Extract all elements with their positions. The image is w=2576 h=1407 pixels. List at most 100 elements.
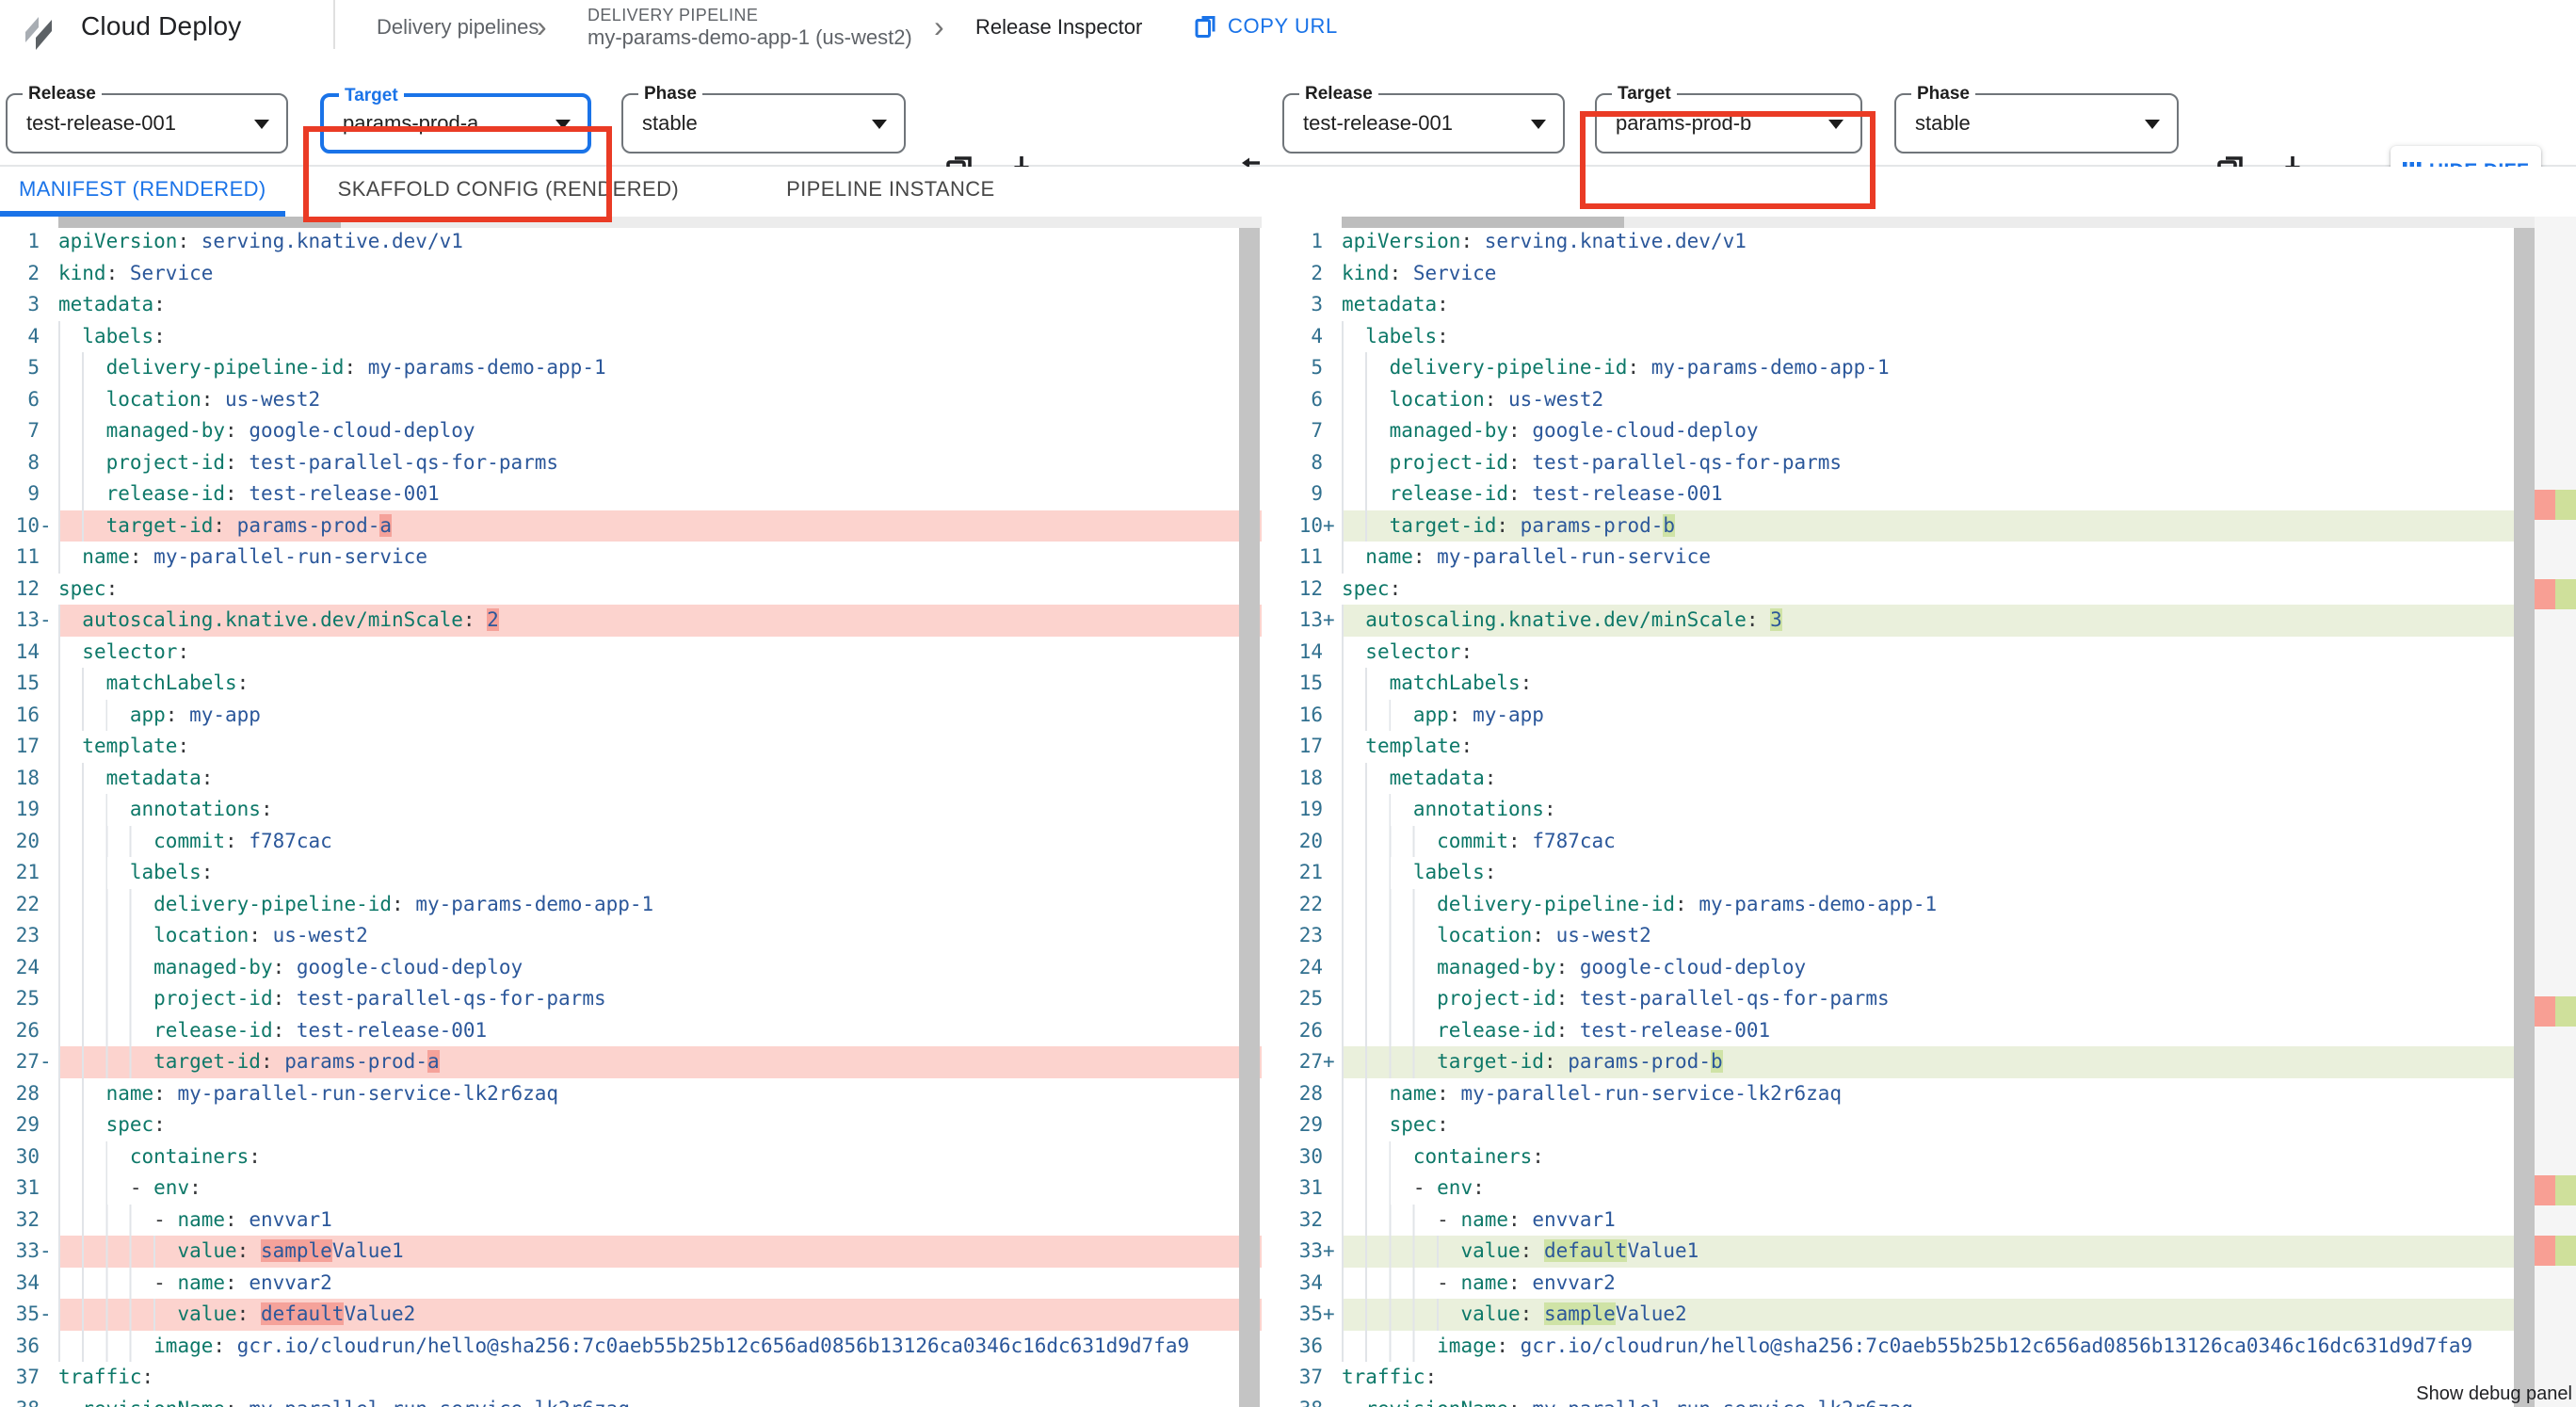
diff-ruler-mark[interactable] bbox=[2535, 1175, 2576, 1205]
code-text: location: us-west2 bbox=[58, 383, 1262, 415]
tab-pipeline-instance[interactable]: PIPELINE INSTANCE bbox=[786, 176, 995, 201]
tab-manifest-rendered[interactable]: MANIFEST (RENDERED) bbox=[0, 167, 285, 217]
code-line-29: 29 spec: bbox=[1280, 1109, 2535, 1141]
code-line-8: 8 project-id: test-parallel-qs-for-parms bbox=[1280, 446, 2535, 478]
indent-guides bbox=[58, 1109, 85, 1141]
target-select-right[interactable]: Target params-prod-b bbox=[1595, 84, 1862, 154]
breadcrumb-pipeline[interactable]: DELIVERY PIPELINE my-params-demo-app-1 (… bbox=[588, 7, 912, 48]
indent-guides bbox=[1342, 920, 1415, 952]
diff-ruler-mark[interactable] bbox=[2535, 1236, 2576, 1266]
code-text: release-id: test-release-001 bbox=[58, 1014, 1262, 1046]
diff-overview-ruler[interactable] bbox=[2535, 217, 2576, 1407]
annotation-box-left-target bbox=[303, 126, 612, 222]
code-text: annotations: bbox=[58, 794, 1262, 826]
line-number: 27- bbox=[15, 1050, 52, 1073]
copy-icon bbox=[1195, 16, 1216, 38]
copy-url-button[interactable]: COPY URL bbox=[1194, 13, 1338, 40]
code-line-9: 9 release-id: test-release-001 bbox=[1280, 478, 2535, 510]
code-line-19: 19 annotations: bbox=[1280, 794, 2535, 826]
code-line-33: 33- value: sampleValue1 bbox=[0, 1236, 1262, 1268]
line-number: 4 bbox=[27, 324, 40, 348]
code-line-2: 2 kind: Service bbox=[1280, 258, 2535, 290]
code-line-6: 6 location: us-west2 bbox=[0, 383, 1262, 415]
vertical-scrollbar-left[interactable] bbox=[1239, 228, 1260, 1407]
line-number: 35 + bbox=[1298, 1302, 1335, 1325]
diff-ruler-mark[interactable] bbox=[2535, 490, 2576, 520]
phase-select-left[interactable]: Phase stable bbox=[621, 84, 906, 154]
indent-guides bbox=[1342, 1109, 1368, 1141]
dropdown-caret-icon bbox=[1531, 120, 1546, 129]
release-select-left[interactable]: Release test-release-001 bbox=[6, 84, 288, 154]
horizontal-scrollbar-thumb[interactable] bbox=[58, 217, 341, 228]
release-select-right[interactable]: Release test-release-001 bbox=[1282, 84, 1565, 154]
line-number: 18 bbox=[1298, 766, 1323, 789]
tab-skaffold-config-rendered[interactable]: SKAFFOLD CONFIG (RENDERED) bbox=[337, 176, 680, 201]
line-number: 2 bbox=[27, 261, 40, 284]
line-number: 33- bbox=[15, 1239, 52, 1262]
line-number: 35- bbox=[15, 1302, 52, 1325]
line-number: 14 bbox=[1298, 639, 1323, 663]
code-text: target-id: params-prod-b bbox=[1342, 509, 2535, 542]
line-number: 20 bbox=[1298, 829, 1323, 852]
code-line-23: 23 location: us-west2 bbox=[1280, 920, 2535, 952]
phase-select-right[interactable]: Phase stable bbox=[1894, 84, 2179, 154]
target-select-left[interactable]: Target params-prod-a bbox=[320, 86, 591, 154]
code-text: - revisionName: my-parallel-run-service-… bbox=[1342, 1394, 2535, 1407]
indent-guides bbox=[58, 1330, 132, 1362]
line-number: 26 bbox=[1298, 1018, 1323, 1042]
release-value-right: test-release-001 bbox=[1303, 111, 1453, 135]
indent-guides bbox=[58, 857, 108, 889]
line-number: 19 bbox=[15, 798, 40, 820]
diff-ruler-mark[interactable] bbox=[2535, 996, 2576, 1027]
code-text: image: gcr.io/cloudrun/hello@sha256:7c0a… bbox=[58, 1330, 1262, 1362]
dropdown-caret-icon bbox=[254, 120, 269, 129]
line-number: 24 bbox=[15, 955, 40, 978]
show-debug-panel-link[interactable]: Show debug panel bbox=[2416, 1383, 2572, 1404]
breadcrumb-release-inspector: Release Inspector bbox=[975, 15, 1143, 39]
line-number: 19 bbox=[1298, 798, 1323, 820]
horizontal-scrollbar-thumb[interactable] bbox=[1342, 217, 1624, 228]
vertical-scrollbar-right[interactable] bbox=[2514, 228, 2535, 1407]
indent-guides bbox=[58, 320, 60, 352]
indent-guides bbox=[58, 446, 85, 478]
horizontal-scrollbar-right[interactable] bbox=[1342, 217, 2535, 228]
code-line-20: 20 commit: f787cac bbox=[1280, 825, 2535, 857]
code-line-14: 14 selector: bbox=[0, 636, 1262, 668]
code-text: template: bbox=[58, 731, 1262, 763]
line-number: 31 bbox=[1298, 1176, 1323, 1199]
code-text: project-id: test-parallel-qs-for-parms bbox=[1342, 446, 2535, 478]
code-text: delivery-pipeline-id: my-params-demo-app… bbox=[58, 352, 1262, 384]
code-text: kind: Service bbox=[1342, 261, 1497, 284]
code-line-27: 27 + target-id: params-prod-b bbox=[1280, 1046, 2535, 1078]
indent-guides bbox=[1342, 1014, 1415, 1046]
line-number: 29 bbox=[1298, 1113, 1323, 1136]
indent-guides bbox=[58, 1236, 155, 1268]
ruler-mark-removed bbox=[2535, 1236, 2555, 1266]
line-number: 21 bbox=[1298, 861, 1323, 883]
diff-ruler-mark[interactable] bbox=[2535, 579, 2576, 609]
code-text: spec: bbox=[58, 576, 119, 600]
line-number: 3 bbox=[27, 293, 40, 315]
line-number: 8 bbox=[1311, 450, 1323, 474]
code-text: project-id: test-parallel-qs-for-parms bbox=[58, 983, 1262, 1015]
code-line-22: 22 delivery-pipeline-id: my-params-demo-… bbox=[1280, 888, 2535, 920]
ruler-mark-added bbox=[2555, 490, 2576, 520]
indent-guides bbox=[1342, 605, 1344, 637]
breadcrumb-delivery-pipelines[interactable]: Delivery pipelines bbox=[377, 15, 539, 39]
line-number: 34 bbox=[15, 1270, 40, 1294]
indent-guides bbox=[58, 794, 108, 826]
code-text: kind: Service bbox=[58, 261, 214, 284]
ruler-mark-added bbox=[2555, 579, 2576, 609]
line-number: 18 bbox=[15, 766, 40, 789]
code-line-17: 17 template: bbox=[0, 731, 1262, 763]
code-text: traffic: bbox=[58, 1366, 154, 1388]
indent-guides bbox=[58, 1014, 132, 1046]
code-text: metadata: bbox=[1342, 293, 1449, 315]
line-number: 22 bbox=[15, 892, 40, 915]
code-line-26: 26 release-id: test-release-001 bbox=[1280, 1014, 2535, 1046]
code-text: autoscaling.knative.dev/minScale: 2 bbox=[58, 605, 1262, 637]
header-divider bbox=[333, 0, 335, 49]
line-number: 32 bbox=[1298, 1207, 1323, 1231]
line-number: 38 bbox=[0, 1394, 58, 1407]
code-text: name: my-parallel-run-service-lk2r6zaq bbox=[1342, 1077, 2535, 1109]
